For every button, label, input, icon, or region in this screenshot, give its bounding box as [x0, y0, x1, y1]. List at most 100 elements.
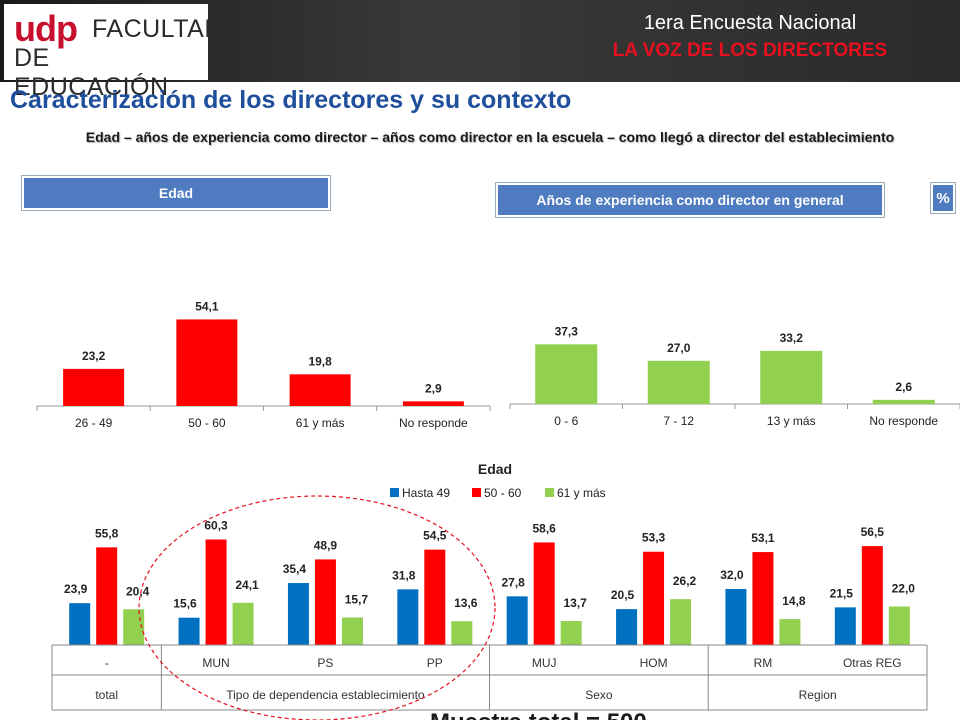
legend-swatch-2 — [545, 488, 554, 497]
grouped-data-label: 53,1 — [751, 531, 775, 545]
grouped-bar-1 — [643, 551, 665, 645]
chart1-data-label: 54,1 — [195, 299, 219, 313]
chart1-bar — [289, 374, 351, 406]
legend-swatch-0 — [390, 488, 399, 497]
grouped-bar-1 — [205, 539, 227, 645]
grouped-bar-0 — [287, 583, 309, 645]
page-title: Caracterización de los directores y su c… — [10, 86, 572, 114]
grouped-data-label: 14,8 — [782, 594, 806, 608]
grouped-bar-0 — [616, 609, 638, 645]
survey-title: 1era Encuesta Nacional — [643, 12, 857, 34]
grouped-bar-1 — [752, 552, 774, 645]
grouped-data-label: 27,8 — [502, 575, 526, 589]
chart1-data-label: 23,2 — [82, 349, 106, 363]
chart2-data-label: 33,2 — [780, 331, 804, 345]
grouped-bar-0 — [69, 603, 91, 645]
legend-swatch-1 — [472, 488, 481, 497]
page-subtitle: Edad – años de experiencia como director… — [85, 129, 895, 145]
grouped-data-label: 54,5 — [423, 529, 447, 543]
grouped-data-label: 26,2 — [673, 574, 697, 588]
chart2-bar — [760, 350, 823, 404]
grouped-data-label: 60,3 — [204, 518, 228, 532]
grouped-category-label: MUN — [202, 656, 229, 670]
logo-line1: FACULTAD — [92, 15, 223, 43]
legend-label-0: Hasta 49 — [402, 486, 450, 500]
grouped-data-label: 53,3 — [642, 531, 666, 545]
tag-percent: % — [931, 183, 955, 213]
chart2-data-label: 2,6 — [895, 380, 912, 394]
grouped-category-label: HOM — [640, 656, 668, 670]
grouped-category-label: RM — [754, 656, 773, 670]
grouped-category-label: PS — [317, 656, 333, 670]
grouped-bar-0 — [506, 596, 528, 645]
chart2-category-label: 13 y más — [767, 414, 816, 428]
grouped-group-label: Region — [799, 688, 837, 702]
chart2-bar — [647, 360, 710, 404]
chart2-data-label: 37,3 — [555, 324, 579, 338]
grouped-bar-2 — [779, 619, 801, 645]
grouped-group-label: Sexo — [585, 688, 613, 702]
tag-edad: Edad — [22, 176, 330, 210]
grouped-data-label: 55,8 — [95, 526, 119, 540]
grouped-data-label: 24,1 — [235, 578, 259, 592]
grouped-data-label: 48,9 — [314, 538, 338, 552]
chart1-category-label: 50 - 60 — [188, 416, 226, 430]
tag-experiencia: Años de experiencia como director en gen… — [496, 183, 884, 217]
chart2-category-label: 7 - 12 — [663, 414, 694, 428]
survey-subtitle: LA VOZ DE LOS DIRECTORES — [612, 40, 888, 61]
chart2-bar — [535, 344, 598, 404]
grouped-data-label: 13,7 — [564, 596, 588, 610]
grouped-bar-0 — [725, 589, 747, 645]
grouped-data-label: 58,6 — [533, 521, 557, 535]
grouped-data-label: 35,4 — [283, 562, 307, 576]
chart1-data-label: 19,8 — [308, 354, 332, 368]
grouped-chart-title: Edad — [478, 461, 512, 477]
chart1-category-label: 61 y más — [296, 416, 345, 430]
grouped-bar-2 — [341, 617, 363, 645]
grouped-bar-2 — [232, 602, 254, 645]
grouped-data-label: 15,6 — [173, 597, 197, 611]
chart1-bar — [176, 319, 238, 406]
legend-label-1: 50 - 60 — [484, 486, 522, 500]
grouped-bar-1 — [533, 542, 555, 645]
grouped-bar-2 — [670, 599, 692, 645]
chart1-category-label: No responde — [399, 416, 468, 430]
highlight-ellipse — [138, 495, 496, 720]
udp-logo: udp FACULTAD DE EDUCACIÓN — [4, 4, 222, 101]
grouped-bar-2 — [451, 621, 473, 645]
grouped-category-label: - — [105, 656, 109, 670]
grouped-data-label: 21,5 — [830, 586, 854, 600]
grouped-bar-0 — [178, 617, 200, 645]
grouped-bar-1 — [314, 559, 336, 645]
grouped-data-label: 56,5 — [861, 525, 885, 539]
grouped-category-label: PP — [427, 656, 443, 670]
chart1-bar — [402, 401, 464, 406]
grouped-data-label: 22,0 — [892, 582, 916, 596]
grouped-data-label: 20,5 — [611, 588, 635, 602]
grouped-data-label: 13,6 — [454, 596, 478, 610]
grouped-category-label: MUJ — [532, 656, 557, 670]
grouped-bar-1 — [96, 547, 118, 645]
chart2-category-label: No responde — [869, 414, 938, 428]
grouped-bar-0 — [397, 589, 419, 645]
chart1-bar — [63, 368, 125, 406]
legend-label-2: 61 y más — [557, 486, 606, 500]
footer-sample-size: Muestra total = 500 — [430, 709, 647, 720]
grouped-group-label: total — [95, 688, 118, 702]
chart2-bar — [872, 399, 935, 404]
grouped-group-label: Tipo de dependencia establecimiento — [226, 688, 425, 702]
chart1-data-label: 2,9 — [425, 381, 442, 395]
chart1-category-label: 26 - 49 — [75, 416, 113, 430]
grouped-category-label: Otras REG — [843, 656, 902, 670]
chart2-category-label: 0 - 6 — [554, 414, 578, 428]
grouped-bar-1 — [424, 549, 446, 645]
logo-line2: DE EDUCACIÓN — [14, 44, 169, 101]
grouped-data-label: 32,0 — [720, 568, 744, 582]
grouped-bar-2 — [560, 621, 582, 645]
logo-udp-text: udp — [14, 8, 78, 49]
chart2-data-label: 27,0 — [667, 341, 691, 355]
grouped-bar-0 — [834, 607, 856, 645]
grouped-bar-2 — [123, 609, 145, 645]
grouped-data-label: 15,7 — [345, 593, 369, 607]
